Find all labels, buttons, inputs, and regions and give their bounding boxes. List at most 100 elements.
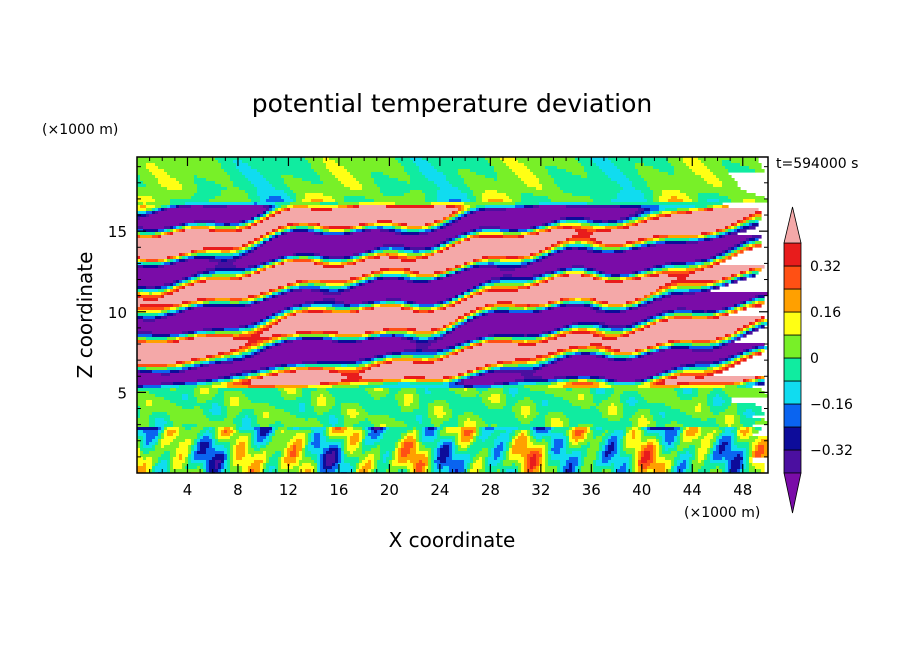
heatmap-cell bbox=[176, 454, 180, 458]
heatmap-cell bbox=[599, 325, 603, 329]
heatmap-cell bbox=[683, 448, 696, 452]
heatmap-cell bbox=[497, 361, 504, 365]
heatmap-cell bbox=[413, 400, 420, 404]
heatmap-cell bbox=[443, 304, 447, 308]
heatmap-cell bbox=[182, 256, 186, 260]
heatmap-cell bbox=[305, 403, 312, 407]
heatmap-cell bbox=[353, 253, 360, 257]
heatmap-cell bbox=[641, 319, 645, 323]
heatmap-cell bbox=[320, 202, 339, 206]
heatmap-cell bbox=[728, 226, 732, 230]
heatmap-cell bbox=[722, 388, 762, 392]
heatmap-cell bbox=[488, 280, 492, 284]
heatmap-cell bbox=[191, 226, 210, 230]
heatmap-cell bbox=[287, 427, 294, 431]
heatmap-cell bbox=[461, 322, 465, 326]
heatmap-cell bbox=[557, 247, 561, 251]
heatmap-cell bbox=[179, 259, 186, 263]
heatmap-cell bbox=[494, 439, 510, 443]
heatmap-cell bbox=[749, 442, 753, 446]
heatmap-cell bbox=[536, 355, 543, 359]
heatmap-cell bbox=[431, 226, 435, 230]
heatmap-cell bbox=[458, 187, 471, 191]
heatmap-cell bbox=[245, 247, 249, 251]
heatmap-cell bbox=[185, 439, 192, 443]
heatmap-cell bbox=[452, 238, 456, 242]
heatmap-cell bbox=[509, 196, 522, 200]
heatmap-cell bbox=[665, 289, 669, 293]
heatmap-cell bbox=[173, 289, 177, 293]
heatmap-cell bbox=[401, 409, 414, 413]
heatmap-cell bbox=[323, 259, 330, 263]
heatmap-cell bbox=[710, 454, 714, 458]
heatmap-cell bbox=[251, 226, 279, 230]
heatmap-cell bbox=[314, 226, 321, 230]
heatmap-cell bbox=[707, 451, 711, 455]
heatmap-cell bbox=[368, 274, 372, 278]
heatmap-cell bbox=[239, 247, 243, 251]
heatmap-cell bbox=[698, 394, 708, 398]
heatmap-cell bbox=[527, 286, 531, 290]
heatmap-cell bbox=[749, 220, 756, 224]
heatmap-cell bbox=[599, 448, 603, 452]
heatmap-cell bbox=[695, 172, 714, 176]
heatmap-cell bbox=[395, 448, 399, 452]
heatmap-cell bbox=[554, 394, 579, 398]
heatmap-cell bbox=[749, 226, 756, 230]
heatmap-cell bbox=[449, 181, 465, 185]
heatmap-cell bbox=[158, 427, 162, 431]
heatmap-cell bbox=[374, 427, 381, 431]
heatmap-cell bbox=[194, 277, 198, 281]
heatmap-cell bbox=[206, 178, 231, 182]
heatmap-cell bbox=[548, 448, 552, 452]
heatmap-cell bbox=[635, 214, 639, 218]
heatmap-cell bbox=[173, 286, 177, 290]
heatmap-cell bbox=[281, 229, 285, 233]
heatmap-cell bbox=[293, 442, 303, 446]
heatmap-cell bbox=[209, 229, 216, 233]
heatmap-cell bbox=[224, 379, 231, 383]
heatmap-cell bbox=[344, 418, 366, 422]
heatmap-cell bbox=[641, 352, 645, 356]
heatmap-cell bbox=[608, 430, 615, 434]
heatmap-cell bbox=[401, 388, 417, 392]
heatmap-cell bbox=[734, 274, 738, 278]
heatmap-cell bbox=[191, 454, 195, 458]
heatmap-cell bbox=[518, 418, 534, 422]
heatmap-cell bbox=[548, 358, 552, 362]
heatmap-cell bbox=[725, 400, 732, 404]
heatmap-cell bbox=[137, 397, 165, 401]
heatmap-cell bbox=[455, 220, 459, 224]
heatmap-cell bbox=[467, 322, 573, 326]
heatmap-cell bbox=[557, 274, 561, 278]
heatmap-cell bbox=[731, 232, 738, 236]
heatmap-cell bbox=[662, 445, 666, 449]
heatmap-cell bbox=[740, 307, 744, 311]
heatmap-cell bbox=[302, 280, 309, 284]
heatmap-cell bbox=[170, 226, 174, 230]
heatmap-cell bbox=[446, 298, 450, 302]
heatmap-cell bbox=[542, 277, 546, 281]
heatmap-cell bbox=[722, 367, 726, 371]
heatmap-cell bbox=[257, 421, 276, 425]
heatmap-cell bbox=[302, 337, 324, 341]
heatmap-cell bbox=[359, 202, 396, 206]
heatmap-cell bbox=[161, 373, 171, 377]
heatmap-cell bbox=[368, 382, 384, 386]
heatmap-cell bbox=[296, 397, 312, 401]
heatmap-cell bbox=[368, 253, 375, 257]
heatmap-cell bbox=[278, 343, 282, 347]
heatmap-cell bbox=[368, 364, 372, 368]
heatmap-cell bbox=[176, 205, 180, 209]
heatmap-cell bbox=[458, 172, 477, 176]
heatmap-cell bbox=[173, 292, 261, 296]
heatmap-cell bbox=[374, 280, 408, 284]
heatmap-cell bbox=[746, 223, 750, 227]
heatmap-cell bbox=[137, 451, 141, 455]
heatmap-cell bbox=[638, 349, 642, 353]
heatmap-cell bbox=[257, 238, 261, 242]
heatmap-cell bbox=[263, 331, 297, 335]
heatmap-cell bbox=[281, 286, 285, 290]
heatmap-cell bbox=[350, 451, 354, 455]
heatmap-cell bbox=[635, 211, 642, 215]
